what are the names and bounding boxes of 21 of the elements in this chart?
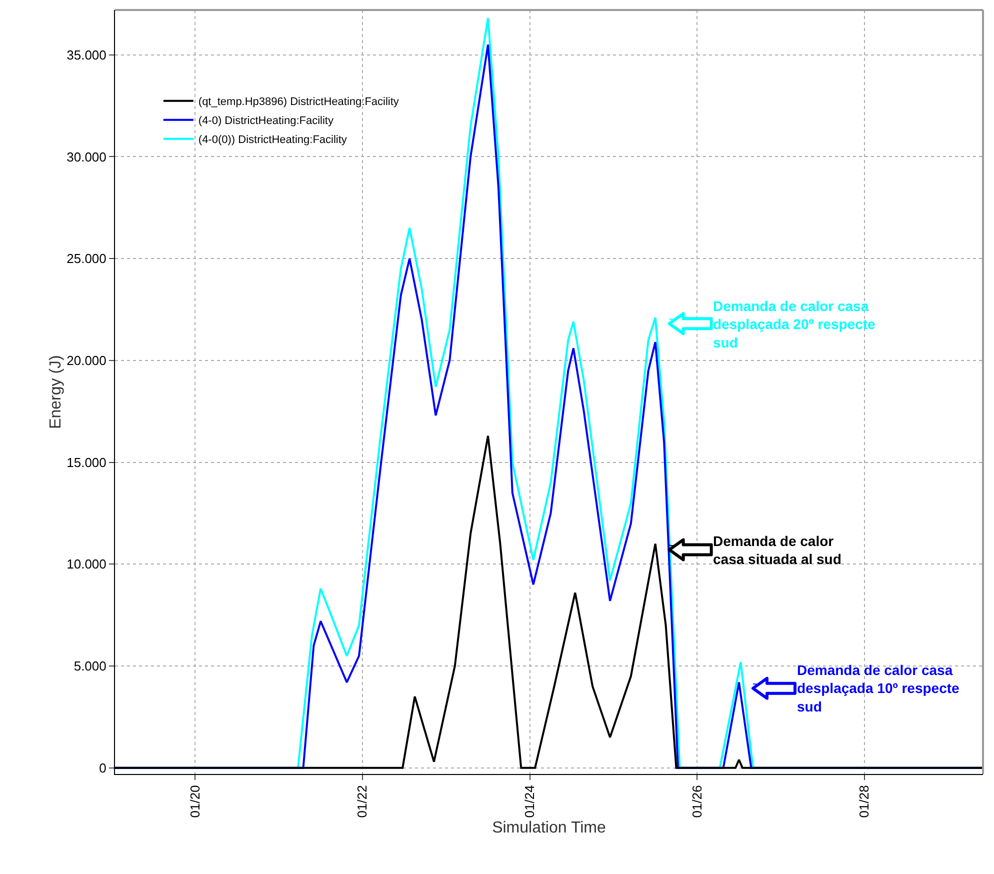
x-tick-label: 01/20 xyxy=(187,785,202,818)
y-tick-label: 5.000 xyxy=(74,658,106,674)
y-tick-label: 0 xyxy=(99,760,106,776)
y-tick-label: 30.000 xyxy=(66,149,106,164)
annotation: Demanda de calor casa situada al sud xyxy=(713,533,842,568)
x-tick-label: 01/22 xyxy=(354,785,370,818)
legend-label: (4-0(0)) DistrictHeating:Facility xyxy=(198,134,348,146)
y-axis-title: Energy (J) xyxy=(48,355,65,429)
y-tick-label: 10.000 xyxy=(66,556,106,572)
annotation: Demanda de calor casa desplaçada 20º respecte sud xyxy=(713,298,876,350)
annotation: Demanda de calor casa desplaçada 10º respecte sud xyxy=(797,662,960,714)
x-tick-label: 01/24 xyxy=(522,785,538,818)
legend-label: (qt_temp.Hp3896) DistrictHeating:Facility xyxy=(198,96,400,108)
x-tick-label: 01/28 xyxy=(856,785,872,818)
x-tick-label: 01/26 xyxy=(689,785,704,818)
y-tick-label: 15.000 xyxy=(66,454,106,470)
legend-label: (4-0) DistrictHeating:Facility xyxy=(198,115,334,128)
y-tick-label: 35.000 xyxy=(66,47,106,62)
x-axis-title: Simulation Time xyxy=(492,820,606,837)
y-tick-label: 20.000 xyxy=(66,352,106,368)
y-tick-label: 25.000 xyxy=(66,251,106,266)
